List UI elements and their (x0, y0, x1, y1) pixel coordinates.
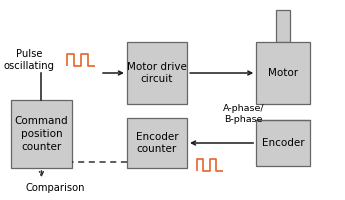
Text: Comparison: Comparison (26, 183, 85, 193)
Text: Motor: Motor (268, 68, 298, 78)
Bar (276, 10, 290, 42)
Bar (256, 120, 310, 166)
Bar (127, 42, 187, 104)
Text: Motor drive
circuit: Motor drive circuit (127, 62, 187, 84)
Text: A-phase/
B-phase: A-phase/ B-phase (223, 104, 264, 124)
Bar (256, 42, 310, 104)
Text: Command
position
counter: Command position counter (14, 116, 68, 152)
Text: Pulse
oscillating: Pulse oscillating (3, 49, 55, 71)
Bar (127, 118, 187, 168)
Text: Encoder: Encoder (262, 138, 304, 148)
Text: Encoder
counter: Encoder counter (136, 132, 178, 154)
Bar (11, 100, 72, 168)
